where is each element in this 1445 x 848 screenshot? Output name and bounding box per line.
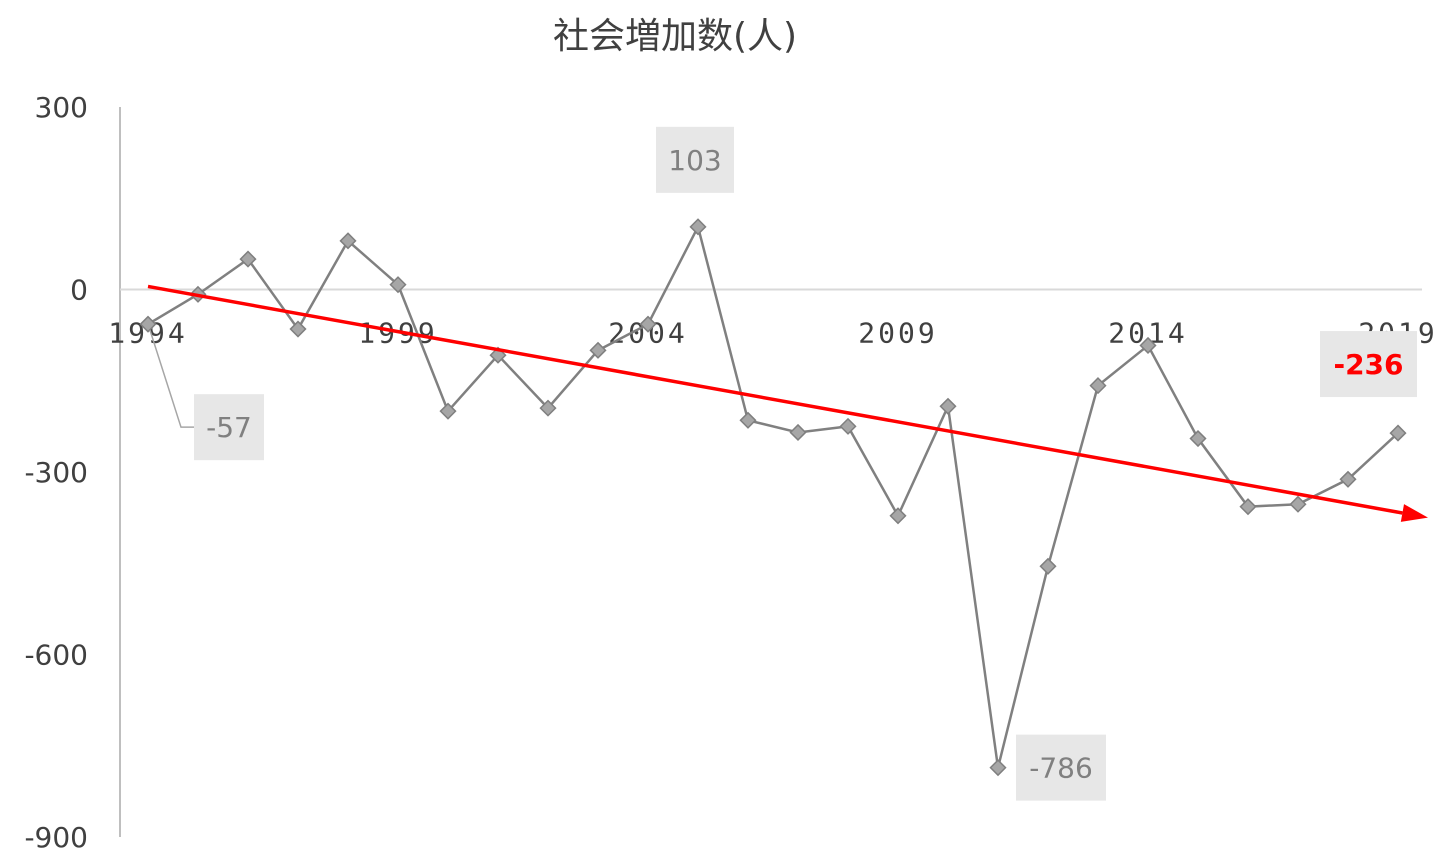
data-point-marker xyxy=(739,411,757,429)
chart-title: 社会増加数(人) xyxy=(553,16,797,57)
data-label: -786 xyxy=(1029,752,1093,785)
data-point-marker xyxy=(1039,557,1057,575)
data-label: -57 xyxy=(206,411,252,444)
y-tick-label: 0 xyxy=(70,274,88,307)
y-tick-label: -900 xyxy=(24,821,88,848)
data-point-marker xyxy=(1189,429,1207,448)
data-point-marker xyxy=(789,423,807,442)
data-label-box xyxy=(194,394,264,461)
data-point-marker xyxy=(539,399,557,417)
trend-arrow-line xyxy=(147,284,1403,515)
data-point-marker xyxy=(589,341,607,359)
y-tick-label: -600 xyxy=(24,639,88,672)
data-point-marker xyxy=(1089,377,1107,395)
data-point-marker xyxy=(1339,470,1357,488)
data-point-marker xyxy=(1289,495,1307,513)
x-tick-label: 2009 xyxy=(858,317,937,350)
data-point-marker xyxy=(139,315,157,333)
series-line xyxy=(147,223,1399,768)
data-point-marker xyxy=(239,250,257,268)
data-point-marker xyxy=(339,232,357,250)
data-label-box xyxy=(1016,734,1106,801)
y-tick-label: 300 xyxy=(35,91,88,124)
data-point-marker xyxy=(639,315,657,333)
data-point-marker xyxy=(389,276,407,294)
data-point-marker xyxy=(889,507,907,525)
data-point-marker xyxy=(839,417,857,435)
data-label: -236 xyxy=(1333,348,1403,381)
data-label-box xyxy=(1320,331,1417,398)
data-point-marker xyxy=(1239,498,1257,516)
label-leader-line xyxy=(149,329,194,428)
data-point-marker xyxy=(689,218,707,236)
y-tick-label: -300 xyxy=(24,456,88,489)
data-label-box xyxy=(656,126,734,193)
data-point-marker xyxy=(989,759,1007,777)
data-point-marker xyxy=(939,397,957,415)
data-point-marker xyxy=(439,402,457,420)
data-point-marker xyxy=(1139,336,1157,355)
data-label: 103 xyxy=(668,144,721,177)
data-point-marker xyxy=(289,320,307,338)
trend-arrow-head xyxy=(1400,504,1428,522)
data-point-marker xyxy=(1389,424,1407,442)
